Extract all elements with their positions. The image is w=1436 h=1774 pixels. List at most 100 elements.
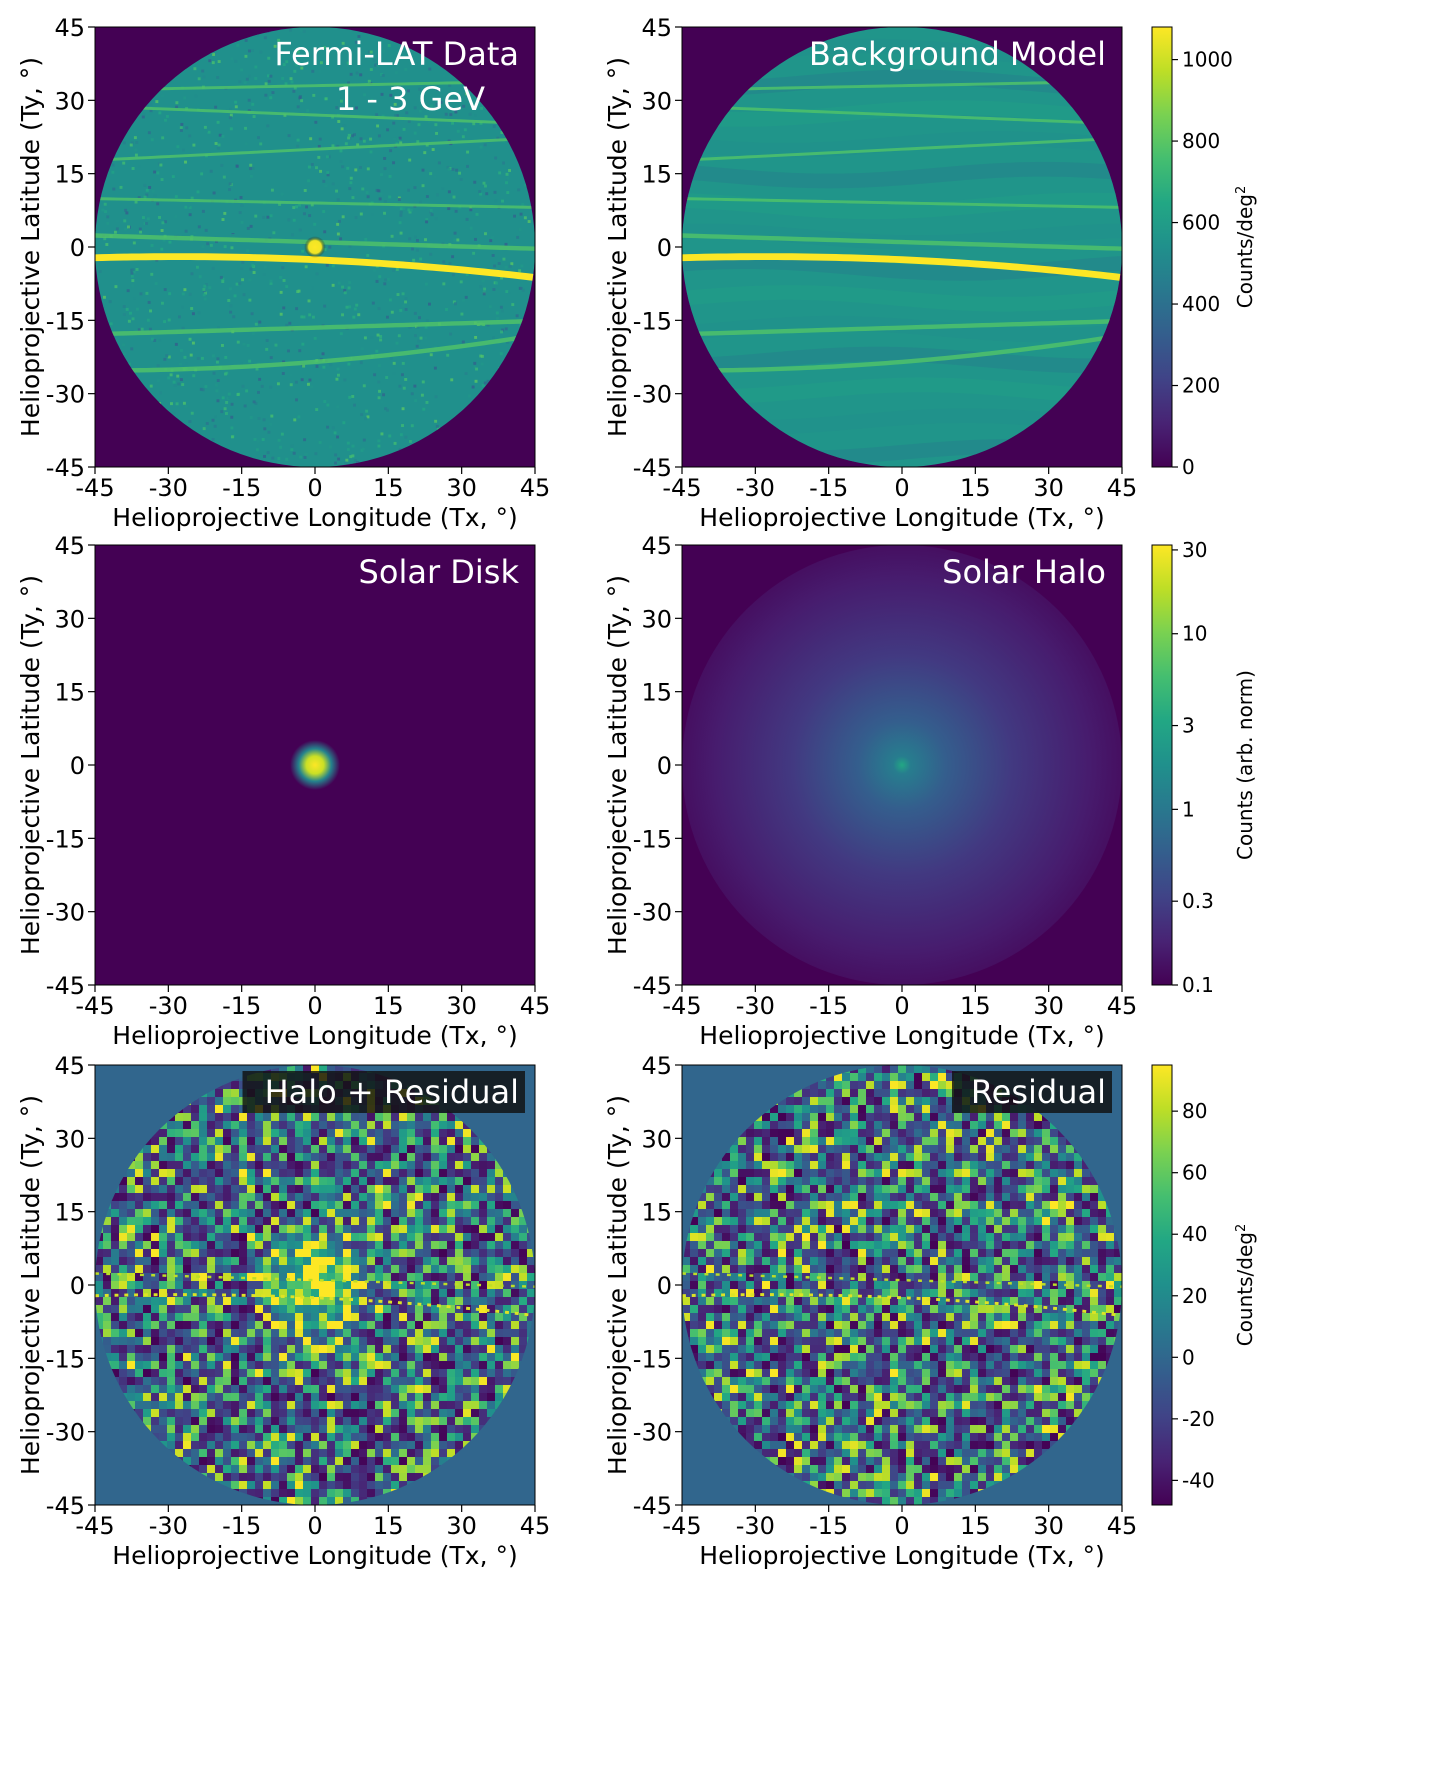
x-tick-label: 45 [1107, 474, 1138, 502]
x-tick-label: 30 [1033, 1512, 1064, 1540]
emission-band [95, 197, 535, 209]
x-tick-label: 0 [894, 1512, 909, 1540]
y-tick-label: 30 [54, 87, 85, 115]
y-tick-label: 45 [54, 1052, 85, 1080]
emission-band [95, 318, 535, 337]
colorbar-tick-label: 30 [1182, 538, 1207, 562]
colorbar-gradient [1151, 26, 1173, 468]
plot-area [95, 27, 535, 467]
y-tick-label: -45 [46, 972, 85, 1000]
y-tick-label: 0 [657, 234, 672, 262]
plot-area [682, 545, 1122, 985]
panel-residual: -45 -30 -15 0 15 30 454530150-15-30-45Heliopro… [603, 1052, 1137, 1570]
x-tick-label: -45 [662, 474, 701, 502]
x-tick-label: 30 [1033, 474, 1064, 502]
colorbar-tick-label: 80 [1182, 1099, 1207, 1123]
x-axis-label: Helioprojective Longitude (Tx, °) [112, 503, 517, 532]
emission-band [682, 318, 1122, 337]
y-tick-label: 45 [54, 532, 85, 560]
y-tick-label: -30 [633, 1419, 672, 1447]
x-tick-label: -15 [222, 474, 261, 502]
emission-band [682, 333, 1122, 373]
panel-label: Fermi-LAT Data [274, 35, 519, 73]
panel-label: Solar Halo [942, 553, 1106, 591]
y-tick-label: -30 [633, 381, 672, 409]
emission-band [682, 233, 1122, 251]
colorbar-tick-label: 60 [1182, 1161, 1207, 1185]
y-tick-label: 45 [641, 14, 672, 42]
x-tick-label: -45 [662, 1512, 701, 1540]
x-tick-label: -45 [75, 1512, 114, 1540]
x-tick-label: 15 [960, 474, 991, 502]
x-axis-label: Helioprojective Longitude (Tx, °) [112, 1541, 517, 1570]
plot-area [95, 1065, 535, 1505]
y-tick-label: 45 [641, 1052, 672, 1080]
colorbar-tick-label: 600 [1182, 211, 1220, 235]
plot-area [682, 1065, 1122, 1505]
sun-point-source [304, 236, 326, 258]
x-tick-label: 0 [894, 992, 909, 1020]
panel-sublabel: 1 - 3 GeV [336, 80, 485, 118]
y-tick-label: 15 [54, 161, 85, 189]
colorbar-tick-label: 400 [1182, 292, 1220, 316]
x-axis-label: Helioprojective Longitude (Tx, °) [699, 1021, 1104, 1050]
emission-band [95, 104, 535, 126]
y-tick-label: 15 [54, 1199, 85, 1227]
colorbar-tick-label: 0.3 [1182, 889, 1214, 913]
plot-area [95, 545, 535, 985]
y-tick-label: 30 [641, 87, 672, 115]
y-tick-label: -30 [46, 1419, 85, 1447]
y-axis-label: Helioprojective Latitude (Ty, °) [16, 1095, 45, 1475]
x-axis-label: Helioprojective Longitude (Tx, °) [699, 1541, 1104, 1570]
emission-band [682, 104, 1122, 126]
colorbar-tick-label: 0 [1182, 455, 1195, 479]
colorbar-tick-label: -20 [1182, 1407, 1215, 1431]
y-tick-label: -15 [46, 307, 85, 335]
ecliptic-band [95, 253, 535, 281]
x-tick-label: 30 [446, 1512, 477, 1540]
colorbar-label: Counts/deg2 [1233, 1224, 1257, 1347]
x-tick-label: -30 [149, 474, 188, 502]
y-tick-label: 0 [70, 752, 85, 780]
y-tick-label: 30 [54, 1125, 85, 1153]
label-box [952, 1071, 1112, 1113]
x-tick-label: 15 [373, 474, 404, 502]
y-tick-label: -15 [46, 825, 85, 853]
x-tick-label: -15 [809, 474, 848, 502]
y-tick-label: -15 [46, 1345, 85, 1373]
label-box [242, 1071, 525, 1113]
y-tick-label: 0 [70, 234, 85, 262]
colorbar-tick-label: 3 [1182, 714, 1195, 738]
x-tick-label: -15 [222, 992, 261, 1020]
x-tick-label: -45 [662, 992, 701, 1020]
panel-background: -45 -30 -15 0 15 30 454530150-15-30-45Heliopro… [603, 14, 1137, 532]
colorbar-tick-label: 200 [1182, 374, 1220, 398]
colorbar-tick-label: 1000 [1182, 48, 1233, 72]
x-axis-label: Helioprojective Longitude (Tx, °) [112, 1021, 517, 1050]
y-axis-label: Helioprojective Latitude (Ty, °) [603, 57, 632, 437]
x-tick-label: 30 [1033, 992, 1064, 1020]
y-axis-label: Helioprojective Latitude (Ty, °) [603, 1095, 632, 1475]
x-tick-label: 0 [307, 992, 322, 1020]
colorbar-tick-label: 20 [1182, 1284, 1207, 1308]
colorbar-tick-label: 1 [1182, 797, 1195, 821]
colorbar-label: Counts/deg2 [1233, 186, 1257, 309]
y-axis-label: Helioprojective Latitude (Ty, °) [603, 575, 632, 955]
panel-label: Solar Disk [359, 553, 520, 591]
y-tick-label: -45 [46, 1492, 85, 1520]
y-tick-label: 15 [641, 1199, 672, 1227]
x-tick-label: 30 [446, 474, 477, 502]
panel-label: Halo + Residual [265, 1073, 519, 1111]
y-tick-label: 15 [54, 679, 85, 707]
x-tick-label: -30 [149, 1512, 188, 1540]
colorbar-5: -40 -20 0 20 40 60 80 Counts/deg2 [1151, 1064, 1257, 1506]
emission-band [95, 136, 535, 162]
x-tick-label: 45 [1107, 992, 1138, 1020]
emission-band [95, 333, 535, 373]
y-tick-label: -30 [46, 381, 85, 409]
colorbar-tick-label: 40 [1182, 1222, 1207, 1246]
colorbar-tick-label: -40 [1182, 1468, 1215, 1492]
y-tick-label: 15 [641, 161, 672, 189]
x-tick-label: 45 [520, 992, 551, 1020]
